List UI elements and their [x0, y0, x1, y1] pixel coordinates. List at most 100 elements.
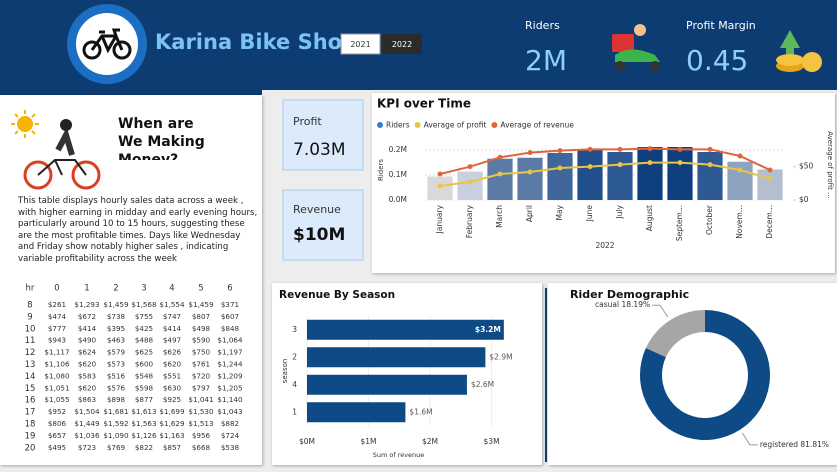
year-label[interactable]: 2022 — [392, 40, 412, 49]
table-cell: $620 — [78, 383, 97, 392]
table-cell: $598 — [135, 383, 154, 392]
x-tick-label: July — [615, 204, 624, 219]
table-cell: $498 — [192, 324, 211, 333]
table-cell: $414 — [163, 324, 182, 333]
kpi-label: Profit Margin — [686, 19, 756, 32]
year-button[interactable] — [340, 33, 381, 55]
line-point — [737, 167, 743, 173]
bar — [607, 152, 633, 200]
table-header: 1 — [84, 284, 89, 294]
table-cell: 20 — [25, 443, 36, 453]
table-cell: $1,563 — [131, 419, 156, 428]
data-label: registered 81.81% — [760, 440, 829, 449]
table-cell: $371 — [221, 300, 239, 309]
x-tick-label: October — [705, 204, 714, 235]
table-cell: $755 — [135, 312, 153, 321]
table-cell: 15 — [25, 384, 36, 394]
y-tick-label: 0.1M — [389, 170, 407, 179]
table-cell: $925 — [163, 395, 181, 404]
table-cell: $497 — [163, 336, 181, 345]
table-cell: $395 — [107, 324, 125, 333]
table-cell: $1,055 — [44, 395, 69, 404]
x-tick-label: $0M — [299, 437, 315, 446]
card-value: $10M — [293, 225, 345, 245]
x-tick-label: Septem... — [675, 205, 684, 241]
line-point — [587, 164, 593, 170]
table-cell: $463 — [107, 336, 125, 345]
cyclist-icon — [23, 119, 101, 190]
kpi-value: 0.45 — [686, 44, 748, 77]
table-cell: 12 — [25, 348, 36, 358]
line-point — [437, 171, 443, 177]
table-cell: $1,568 — [131, 300, 157, 309]
table-cell: $738 — [107, 312, 126, 321]
chart-title: Revenue By Season — [279, 289, 395, 301]
table-cell: $668 — [192, 443, 211, 452]
table-cell: 14 — [25, 372, 36, 382]
table-cell: $1,140 — [217, 395, 243, 404]
table-cell: $1,293 — [74, 300, 99, 309]
line-point — [767, 176, 773, 182]
season-panel — [272, 283, 542, 465]
table-cell: $1,126 — [131, 431, 157, 440]
table-cell: $1,197 — [217, 348, 242, 357]
y-axis-label: Riders — [377, 159, 385, 181]
leader-line — [652, 304, 669, 318]
x-axis-label: 2022 — [595, 241, 614, 250]
line-point — [527, 150, 533, 156]
x-tick-label: March — [495, 205, 504, 228]
x-tick-label: Novem... — [735, 205, 744, 239]
table-cell: 19 — [25, 431, 36, 441]
line-point — [647, 146, 653, 152]
table-cell: $1,681 — [103, 407, 128, 416]
line-point — [467, 179, 473, 185]
table-cell: 9 — [27, 312, 32, 322]
line-point — [647, 160, 653, 166]
chart-title: KPI over Time — [377, 97, 471, 111]
table-header: 4 — [169, 284, 174, 294]
table-cell: $1,036 — [74, 431, 100, 440]
table-cell: $1,205 — [217, 383, 242, 392]
table-cell: $488 — [135, 336, 154, 345]
table-cell: $1,629 — [159, 419, 185, 428]
table-cell: $538 — [221, 443, 240, 452]
table-cell: $1,459 — [103, 300, 129, 309]
narrative-text: This table displays hourly sales data ac… — [18, 196, 258, 264]
legend-marker — [377, 122, 383, 128]
x-tick-label: April — [525, 205, 534, 222]
table-cell: $261 — [48, 300, 66, 309]
table-cell: $1,459 — [188, 300, 214, 309]
table-cell: $822 — [135, 443, 153, 452]
x-tick-label: June — [585, 205, 594, 223]
bar — [307, 347, 486, 368]
table-cell: $806 — [48, 419, 67, 428]
shop-title: Karina Bike Shop — [155, 30, 357, 54]
year-label[interactable]: 2021 — [350, 40, 370, 49]
table-cell: $672 — [78, 312, 96, 321]
line-point — [677, 160, 683, 166]
year-button-selected[interactable] — [382, 34, 422, 54]
table-cell: 11 — [25, 336, 36, 346]
table-cell: $1,209 — [217, 371, 243, 380]
chart-title: Rider Demographic — [570, 288, 689, 301]
bar — [637, 147, 663, 200]
legend-label: Riders — [386, 121, 410, 130]
table-cell: $777 — [48, 324, 66, 333]
table-cell: $1,106 — [44, 360, 70, 369]
line-point — [587, 146, 593, 152]
table-cell: $1,064 — [217, 336, 243, 345]
line-point — [467, 164, 473, 170]
table-cell: $474 — [48, 312, 67, 321]
table-cell: $1,041 — [188, 395, 213, 404]
table-cell: $723 — [78, 443, 96, 452]
y2-tick-label: $0 — [799, 195, 809, 204]
y-tick-label: 1 — [292, 407, 297, 416]
table-cell: $1,504 — [74, 407, 100, 416]
donut-slice — [640, 310, 770, 440]
legend-marker — [414, 122, 421, 128]
table-cell: $750 — [192, 348, 211, 357]
bar — [307, 319, 504, 340]
table-cell: $1,080 — [44, 371, 70, 380]
line-point — [707, 146, 713, 152]
bar — [577, 150, 603, 200]
